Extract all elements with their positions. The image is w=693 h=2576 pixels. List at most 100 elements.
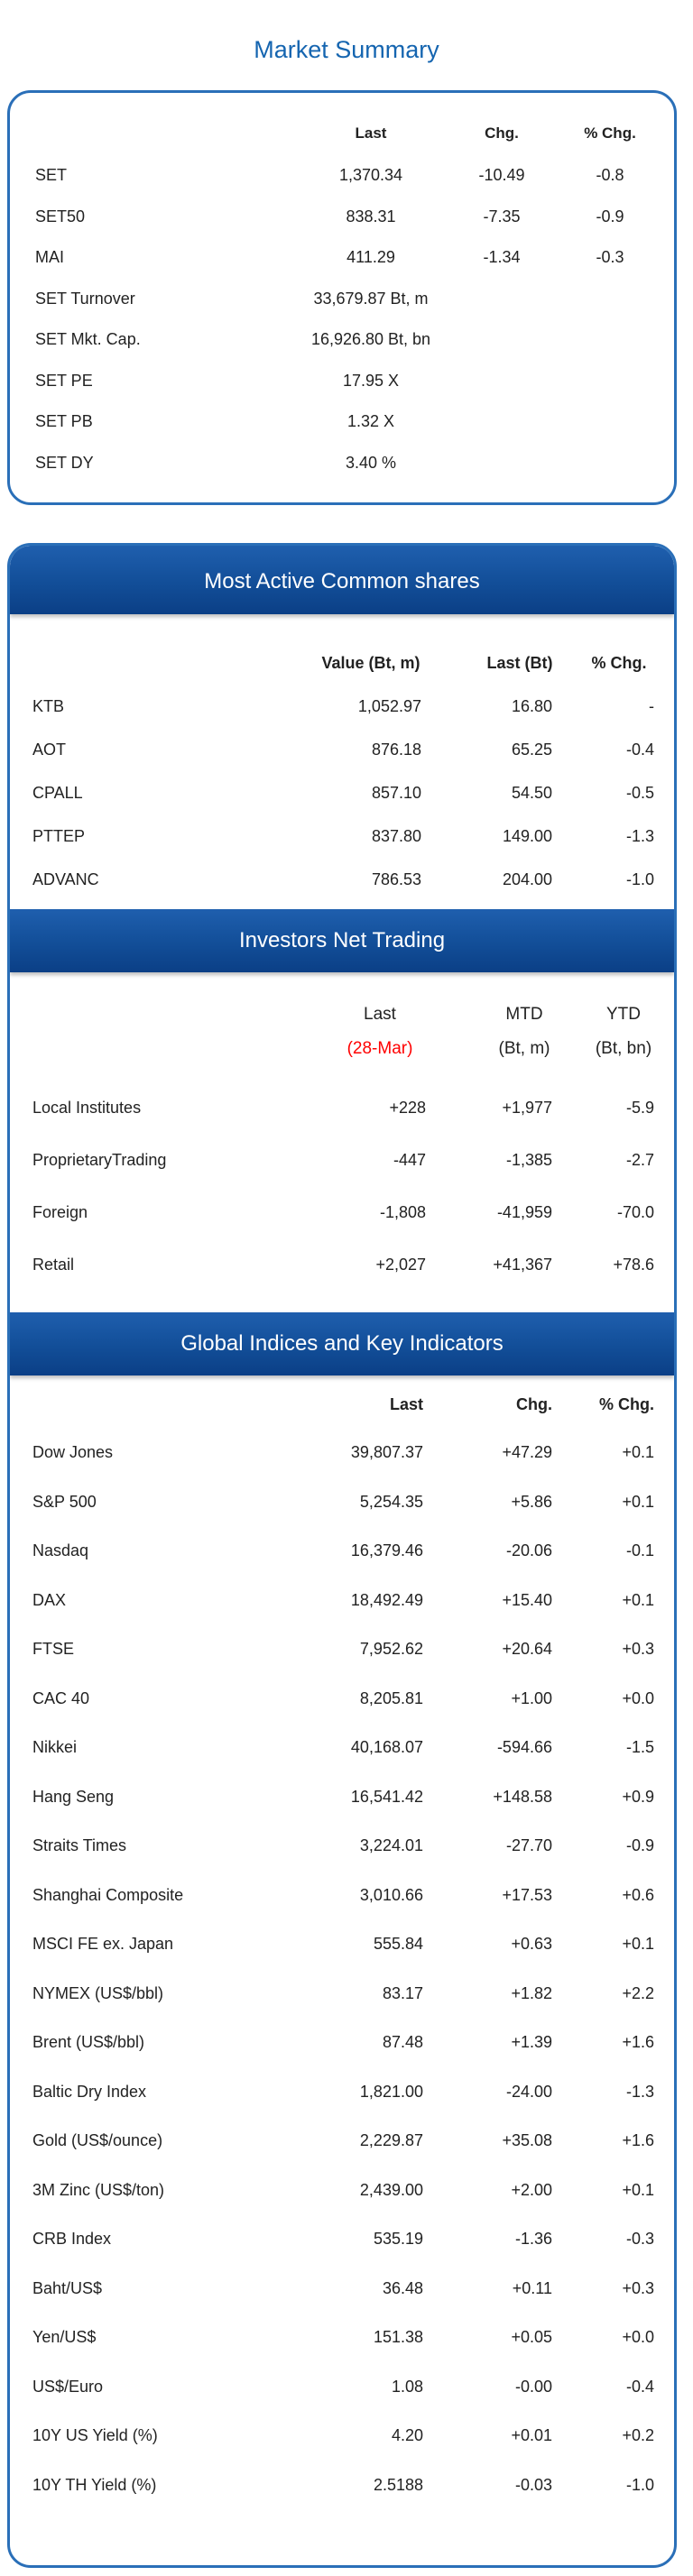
- table-row: CRB Index 535.19 -1.36 -0.3: [10, 2225, 674, 2252]
- col-header-value: Value (Bt, m): [321, 654, 420, 672]
- table-row: Nikkei 40,168.07 -594.66 -1.5: [10, 1734, 674, 1761]
- row-label: 10Y TH Yield (%): [32, 2475, 157, 2494]
- row-last: +2,027: [375, 1256, 426, 1274]
- row-label: Brent (US$/bbl): [32, 2033, 145, 2051]
- row-chg: +0.05: [511, 2328, 552, 2346]
- row-chg: -20.06: [505, 1541, 552, 1559]
- row-pchg: +0.1: [622, 1443, 654, 1461]
- row-chg: +35.08: [502, 2131, 552, 2149]
- row-pchg: +0.1: [622, 1590, 654, 1609]
- row-chg: -1.34: [483, 248, 521, 266]
- table-row: MAI 411.29 -1.34 -0.3: [10, 244, 674, 271]
- col-header-ytd: YTD: [606, 1005, 641, 1024]
- row-last: 3,224.01: [359, 1836, 423, 1854]
- row-mtd: -1,385: [505, 1151, 552, 1169]
- table-row: Hang Seng 16,541.42 +148.58 +0.9: [10, 1783, 674, 1810]
- table-row: SET DY 3.40 %: [10, 449, 674, 476]
- row-last: 8,205.81: [359, 1688, 423, 1707]
- table-row: Dow Jones 39,807.37 +47.29 +0.1: [10, 1439, 674, 1466]
- row-chg: -24.00: [505, 2082, 552, 2101]
- row-label: Dow Jones: [32, 1443, 114, 1461]
- row-label: DAX: [32, 1590, 67, 1609]
- row-label: MSCI FE ex. Japan: [32, 1935, 174, 1953]
- row-chg: +5.86: [511, 1492, 552, 1511]
- most-active-title: Most Active Common shares: [10, 546, 674, 614]
- row-label: Local Institutes: [32, 1099, 142, 1117]
- row-pchg: +0.3: [622, 1640, 654, 1658]
- row-pchg: +2.2: [622, 1983, 654, 2002]
- table-row: S&P 500 5,254.35 +5.86 +0.1: [10, 1488, 674, 1515]
- row-label: 3M Zinc (US$/ton): [32, 2180, 165, 2199]
- table-row: AOT 876.18 65.25 -0.4: [10, 736, 674, 763]
- table-row: 10Y US Yield (%) 4.20 +0.01 +0.2: [10, 2422, 674, 2449]
- table-row: SET50 838.31 -7.35 -0.9: [10, 203, 674, 230]
- row-last: 40,168.07: [350, 1738, 423, 1756]
- row-pchg: +0.0: [622, 1688, 654, 1707]
- table-row: FTSE 7,952.62 +20.64 +0.3: [10, 1635, 674, 1662]
- table-row: Retail +2,027 +41,367 +78.6: [10, 1251, 674, 1278]
- table-row: CAC 40 8,205.81 +1.00 +0.0: [10, 1685, 674, 1712]
- row-last: 1.32 X: [346, 412, 395, 430]
- row-pchg: +0.1: [622, 1935, 654, 1953]
- table-row: NYMEX (US$/bbl) 83.17 +1.82 +2.2: [10, 1980, 674, 2007]
- row-last: 16.80: [511, 697, 552, 715]
- mtd-unit: (Bt, m): [498, 1039, 550, 1058]
- row-chg: +17.53: [502, 1885, 552, 1904]
- row-label: SET DY: [35, 453, 94, 472]
- row-last: 18,492.49: [350, 1590, 423, 1609]
- row-pchg: +0.1: [622, 1492, 654, 1511]
- row-value: 1,052.97: [357, 697, 421, 715]
- row-chg: +0.63: [511, 1935, 552, 1953]
- row-label: KTB: [32, 697, 65, 715]
- row-last: 36.48: [382, 2278, 423, 2297]
- col-header-pchg: % Chg.: [591, 654, 647, 672]
- row-pchg: -0.3: [596, 248, 624, 266]
- row-last: 1,821.00: [359, 2082, 423, 2101]
- table-row: Foreign -1,808 -41,959 -70.0: [10, 1199, 674, 1226]
- row-last: 7,952.62: [359, 1640, 423, 1658]
- row-value: 857.10: [371, 784, 421, 802]
- row-chg: -7.35: [483, 207, 521, 225]
- row-pchg: -0.4: [625, 741, 654, 759]
- row-last: 149.00: [502, 827, 552, 845]
- row-chg: +0.11: [512, 2278, 552, 2297]
- row-pchg: -1.3: [625, 2082, 654, 2101]
- row-last: 4.20: [391, 2426, 423, 2444]
- row-label: Nasdaq: [32, 1541, 89, 1559]
- col-header-last: Last: [389, 1395, 423, 1413]
- row-pchg: -0.5: [625, 784, 654, 802]
- row-label: SET Mkt. Cap.: [35, 330, 141, 348]
- row-chg: +15.40: [502, 1590, 552, 1609]
- row-chg: -0.03: [514, 2475, 552, 2494]
- row-last: 16,379.46: [350, 1541, 423, 1559]
- market-summary-panel: Last Chg. % Chg. SET 1,370.34 -10.49 -0.8 SE…: [7, 90, 677, 505]
- row-label: Shanghai Composite: [32, 1885, 184, 1904]
- row-last: +228: [389, 1099, 426, 1117]
- row-last: 17.95 X: [342, 371, 400, 390]
- row-label: S&P 500: [32, 1492, 97, 1511]
- row-last: 1.08: [391, 2377, 423, 2396]
- row-ytd: -5.9: [625, 1099, 654, 1117]
- table-row: Nasdaq 16,379.46 -20.06 -0.1: [10, 1537, 674, 1564]
- row-pchg: -1.5: [625, 1738, 654, 1756]
- row-label: ProprietaryTrading: [32, 1151, 167, 1169]
- row-pchg: -: [649, 697, 654, 715]
- row-pchg: +1.6: [622, 2033, 654, 2051]
- row-label: SET PB: [35, 412, 93, 430]
- row-pchg: -0.4: [625, 2377, 654, 2396]
- row-label: ADVANC: [32, 870, 99, 888]
- row-last: 54.50: [511, 784, 552, 802]
- row-last: 204.00: [502, 870, 552, 888]
- global-header: Last Chg. % Chg.: [10, 1391, 674, 1418]
- row-pchg: -1.3: [625, 827, 654, 845]
- investors-header: Last MTD YTD: [10, 1001, 674, 1028]
- col-header-pchg: % Chg.: [599, 1395, 654, 1413]
- table-row: Gold (US$/ounce) 2,229.87 +35.08 +1.6: [10, 2127, 674, 2154]
- row-label: Baht/US$: [32, 2278, 103, 2297]
- row-last: 2.5188: [373, 2475, 423, 2494]
- row-chg: -10.49: [478, 166, 525, 184]
- row-label: Foreign: [32, 1203, 88, 1221]
- row-chg: +0.01: [511, 2426, 552, 2444]
- row-label: SET50: [35, 207, 86, 225]
- table-row: ProprietaryTrading -447 -1,385 -2.7: [10, 1146, 674, 1173]
